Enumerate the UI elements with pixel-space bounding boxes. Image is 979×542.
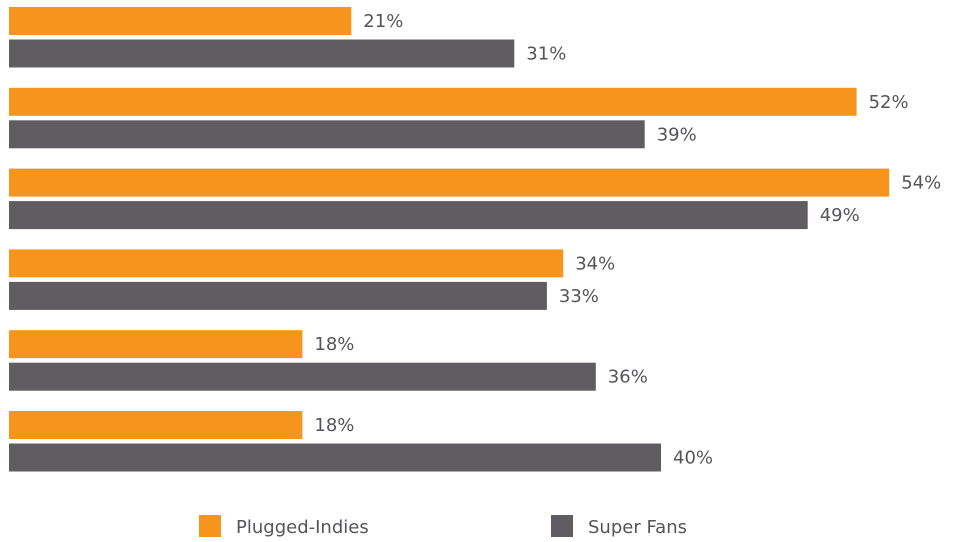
bar-super-fans-1	[9, 39, 515, 68]
bar-super-fans-5	[9, 362, 596, 391]
value-label-super-fans-6: 40%	[673, 448, 713, 469]
value-label-super-fans-2: 39%	[657, 124, 697, 145]
bar-plugged-indies-3	[9, 168, 890, 197]
bar-super-fans-3	[9, 201, 808, 230]
value-label-plugged-indies-1: 21%	[363, 11, 403, 32]
bar-plugged-indies-5	[9, 330, 303, 359]
value-label-plugged-indies-5: 18%	[314, 334, 354, 355]
bar-plugged-indies-1	[9, 7, 352, 35]
legend-label-plugged-indies: Plugged-Indies	[236, 517, 369, 538]
legend-swatch-super-fans	[551, 515, 573, 537]
bars-layer	[9, 7, 890, 472]
value-label-plugged-indies-2: 52%	[869, 92, 909, 113]
value-label-super-fans-5: 36%	[608, 367, 648, 388]
value-label-plugged-indies-3: 54%	[901, 173, 941, 194]
bar-super-fans-2	[9, 120, 645, 149]
value-label-super-fans-1: 31%	[526, 44, 566, 65]
bar-plugged-indies-6	[9, 411, 303, 439]
value-label-super-fans-4: 33%	[559, 286, 599, 307]
bar-plugged-indies-4	[9, 249, 564, 278]
legend-item-plugged-indies: Plugged-Indies	[199, 515, 369, 538]
value-label-plugged-indies-4: 34%	[575, 253, 615, 274]
legend-label-super-fans: Super Fans	[588, 517, 687, 538]
value-label-super-fans-3: 49%	[820, 205, 860, 226]
bar-super-fans-4	[9, 281, 547, 310]
value-label-plugged-indies-6: 18%	[314, 415, 354, 436]
bar-plugged-indies-2	[9, 87, 857, 116]
legend-swatch-plugged-indies	[199, 515, 221, 537]
value-labels-layer: 21% 31% 52% 39% 54% 49% 34% 33% 18% 36% 18% 40%	[314, 11, 941, 469]
legend: Plugged-Indies Super Fans	[199, 515, 687, 538]
legend-item-super-fans: Super Fans	[551, 515, 687, 538]
bar-super-fans-6	[9, 443, 661, 472]
